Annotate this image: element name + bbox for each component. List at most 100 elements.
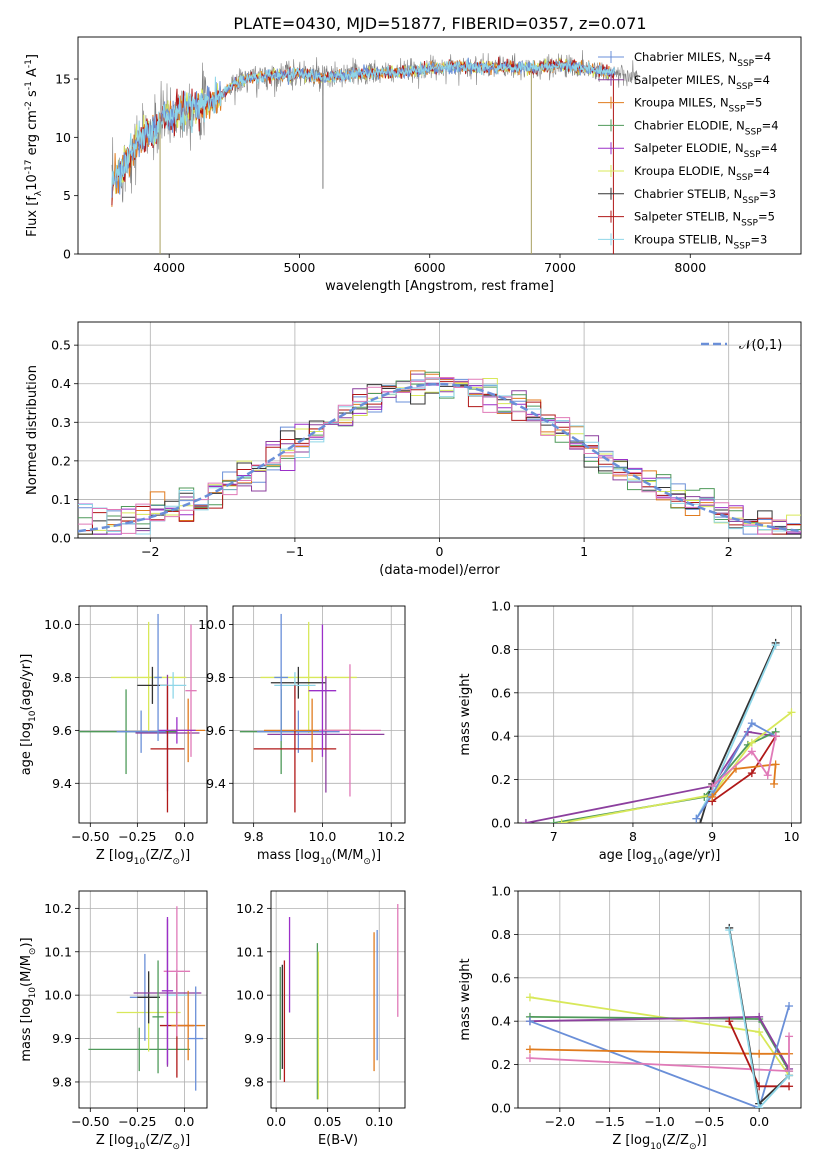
y-axis-label: Flux [fλ10-17 erg cm-2 s-1 A-1] (24, 54, 44, 237)
legend-label: Kroupa ELODIE, NSSP=4 (634, 164, 770, 183)
y-tick-label: 9.4 (52, 776, 72, 791)
x-tick-label: 0.0 (266, 1114, 286, 1129)
errorbar-points (79, 613, 206, 813)
x-tick-label: 2 (725, 544, 733, 559)
x-tick-label: 10.2 (377, 829, 405, 844)
x-tick-label: 7000 (544, 260, 576, 275)
x-tick-label: −0.50 (71, 829, 109, 844)
y-tick-label: 0.2 (51, 453, 71, 468)
axes-frame (78, 890, 208, 1109)
axes-frame (78, 605, 208, 824)
x-tick-label: 4000 (153, 260, 185, 275)
y-tick-label: 9.9 (244, 1031, 264, 1046)
x-tick-label: −0.50 (71, 1114, 109, 1129)
y-tick-label: 5 (63, 188, 71, 203)
weight-series-line (711, 736, 777, 787)
y-tick-label: 10.2 (236, 901, 264, 916)
y-tick-label: 0.2 (491, 772, 511, 787)
x-tick-label: −1.5 (594, 1114, 624, 1129)
gaussian-curve (78, 382, 801, 533)
figure-title: PLATE=0430, MJD=51877, FIBERID=0357, z=0… (233, 14, 646, 33)
mass_vs_Z-panel: −0.50 −0.25 0.0 9.8 9.9 10.0 10.1 10.2 Z [log10(… (19, 890, 208, 1152)
legend-label: 𝒩(0,1) (739, 338, 782, 353)
x-tick-label: 7 (550, 829, 558, 844)
errorbar-points (279, 904, 399, 1100)
x-tick-label: −0.5 (694, 1114, 724, 1129)
weight-series-line (695, 721, 777, 820)
x-tick-label: −1 (286, 544, 304, 559)
x-tick-label: −0.25 (118, 1114, 156, 1129)
y-tick-label: 9.8 (244, 1074, 264, 1089)
y-tick-label: 9.8 (52, 1074, 72, 1089)
legend-label: Chabrier MILES, NSSP=4 (634, 50, 771, 69)
x-tick-label: 1 (580, 544, 588, 559)
residual_hist-panel: −2 −1 0 1 2 0.0 0.1 0.2 0.3 0.4 0.5 (data-model)/er… (25, 321, 802, 578)
y-tick-label: 10.0 (44, 988, 72, 1003)
model-spectrum-line (111, 59, 616, 187)
y-tick-label: 1.0 (491, 599, 511, 614)
x-tick-label: 8 (629, 829, 637, 844)
axes-frame (270, 890, 406, 1109)
y-tick-label: 15 (55, 72, 71, 87)
y-axis-label: mass [log10(M/M⊙)] (19, 937, 38, 1061)
y-tick-label: 0.3 (51, 415, 71, 430)
legend-label: Salpeter MILES, NSSP=4 (634, 73, 770, 92)
x-tick-label: 0.0 (174, 829, 194, 844)
y-tick-label: 10.1 (44, 944, 72, 959)
age_vs_Z-panel: −0.50 −0.25 0.0 9.4 9.6 9.8 10.0 Z [log10(Z/Z⊙)… (19, 605, 208, 867)
spectrum-lines (111, 50, 639, 254)
weight-series-line (525, 730, 776, 823)
legend-label: Kroupa MILES, NSSP=5 (634, 96, 762, 115)
y-tick-label: 0.4 (51, 376, 71, 391)
x-tick-label: −2.0 (545, 1114, 575, 1129)
y-axis-label: age [log10(age/yr)] (19, 654, 38, 776)
y-tick-label: 9.9 (52, 1031, 72, 1046)
x-tick-label: −2 (141, 544, 159, 559)
weight-series-line (711, 763, 777, 798)
y-tick-label: 0.8 (491, 642, 511, 657)
y-tick-label: 0.1 (51, 492, 71, 507)
y-tick-label: 9.8 (52, 670, 72, 685)
y-tick-label: 9.6 (52, 723, 72, 738)
axes-frame (232, 605, 406, 824)
weight-lines (525, 923, 794, 1108)
axes-frame (77, 36, 802, 255)
y-tick-label: 9.4 (206, 776, 226, 791)
histogram-steps (78, 370, 801, 535)
errorbar-points (88, 906, 206, 1091)
weight-lines (521, 638, 796, 823)
y-tick-label: 10.2 (44, 901, 72, 916)
y-tick-label: 1.0 (491, 884, 511, 899)
x-tick-label: 0.0 (749, 1114, 769, 1129)
y-axis-label: mass weight (458, 673, 473, 755)
y-tick-label: 0 (63, 247, 71, 262)
x-tick-label: 9.8 (244, 829, 264, 844)
x-tick-label: 8000 (674, 260, 706, 275)
x-axis-label: Z [log10(Z/Z⊙)] (96, 848, 190, 867)
y-tick-label: 10.1 (236, 944, 264, 959)
y-tick-label: 10.0 (198, 617, 226, 632)
x-tick-label: −1.0 (644, 1114, 674, 1129)
y-tick-label: 0.4 (491, 729, 511, 744)
x-tick-label: 0.0 (174, 1114, 194, 1129)
weight_vs_age-panel: 7 8 9 10 0.0 0.2 0.4 0.6 0.8 1.0 age [log10(age/yr… (458, 599, 802, 867)
x-axis-label: Z [log10(Z/Z⊙)] (612, 1133, 706, 1152)
x-axis-label: Z [log10(Z/Z⊙)] (96, 1133, 190, 1152)
y-tick-label: 0.0 (491, 1101, 511, 1116)
x-axis-label: E(B-V) (318, 1133, 358, 1148)
y-tick-label: 9.8 (206, 670, 226, 685)
y-tick-label: 0.4 (491, 1014, 511, 1029)
y-tick-label: 10 (55, 130, 71, 145)
y-axis-label: mass weight (458, 958, 473, 1040)
x-axis-label: (data-model)/error (379, 563, 500, 578)
y-tick-label: 0.2 (491, 1057, 511, 1072)
x-tick-label: 0.05 (314, 1114, 342, 1129)
legend-label: Salpeter STELIB, NSSP=5 (634, 210, 775, 229)
y-tick-label: 9.6 (206, 723, 226, 738)
y-tick-label: 0.5 (51, 338, 71, 353)
legend-label: Salpeter ELODIE, NSSP=4 (634, 141, 777, 160)
legend-label: Chabrier STELIB, NSSP=3 (634, 187, 776, 206)
errorbar-points (239, 613, 385, 813)
y-tick-label: 0.6 (491, 685, 511, 700)
